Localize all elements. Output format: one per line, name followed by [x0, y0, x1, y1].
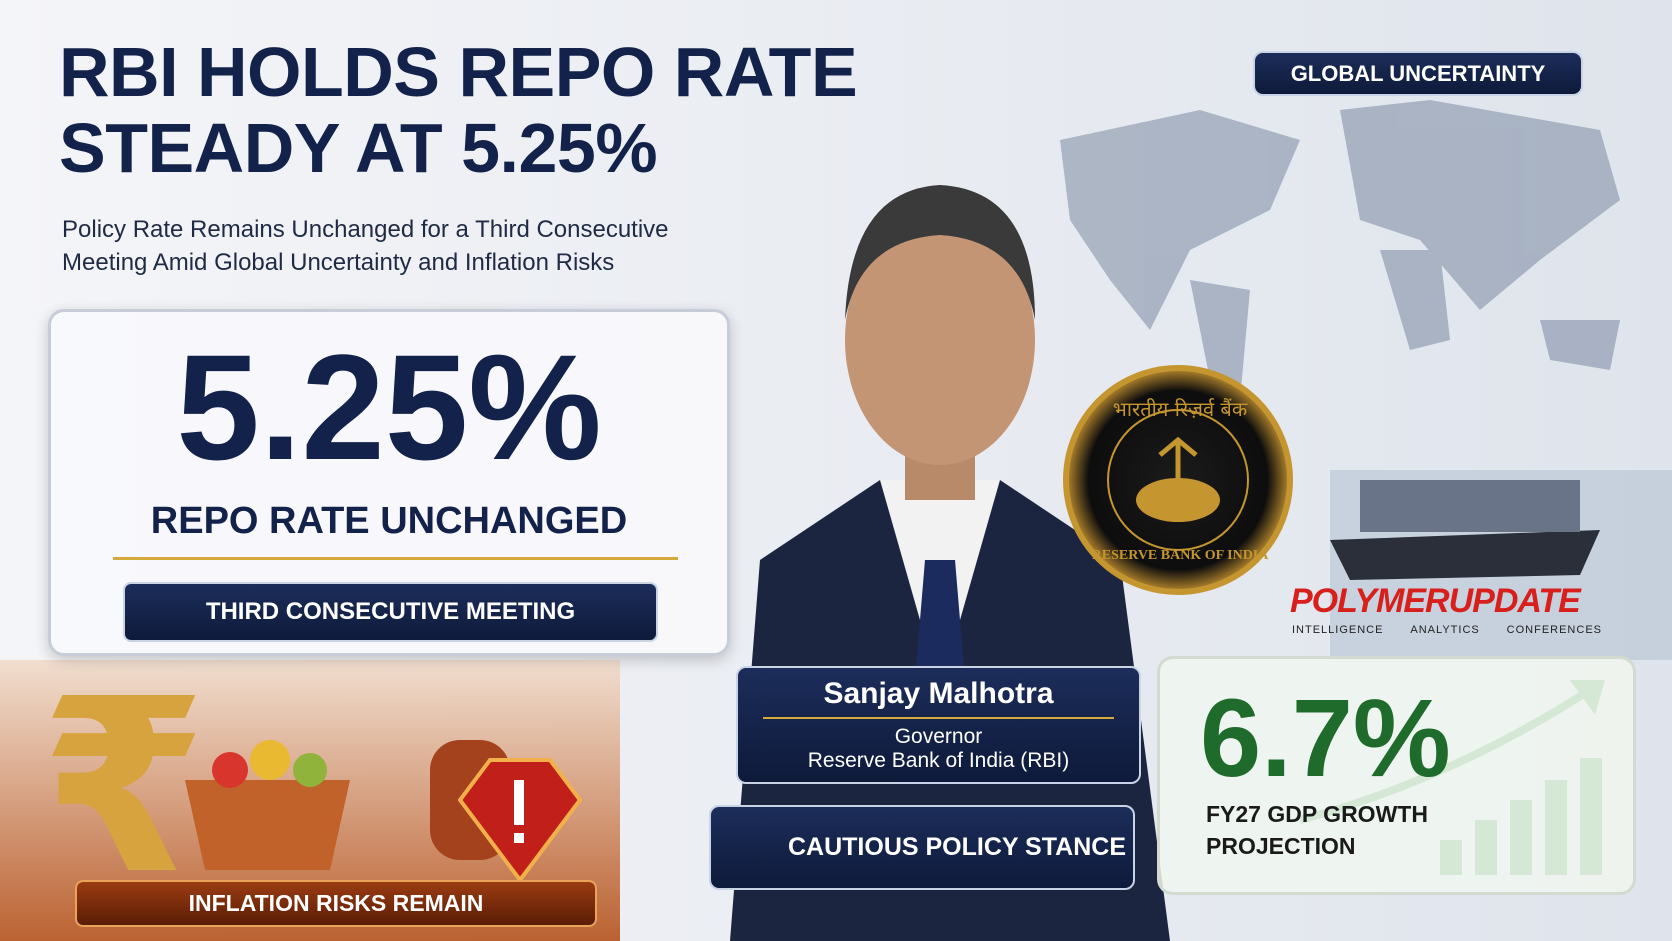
- brand-name: POLYMERUPDATE: [1290, 582, 1581, 620]
- person-org: Reserve Bank of India (RBI): [807, 749, 1070, 772]
- gdp-value: 6.7%: [1200, 677, 1451, 800]
- global-badge: GLOBAL UNCERTAINTY: [1253, 51, 1583, 96]
- rate-value: 5.25%: [176, 323, 602, 491]
- tagline-word: INTELLIGENCE: [1292, 624, 1384, 636]
- title-line: RBI HOLDS REPO RATE: [59, 33, 858, 111]
- gdp-caption: PROJECTION: [1206, 833, 1356, 859]
- person-role: Governor: [894, 725, 983, 748]
- rate-card: 5.25% REPO RATE UNCHANGED THIRD CONSECUT…: [48, 309, 730, 656]
- seal-english: RESERVE BANK OF INDIA: [1091, 548, 1269, 563]
- meeting-pill: THIRD CONSECUTIVE MEETING: [123, 582, 658, 642]
- world-map: [1060, 100, 1620, 400]
- person-card: Sanjay Malhotra Governor Reserve Bank of…: [736, 666, 1141, 784]
- gdp-caption: FY27 GDP GROWTH: [1206, 801, 1428, 827]
- brand-tagline: INTELLIGENCE ANALYTICS CONFERENCES: [1292, 624, 1602, 636]
- subtitle-line: Policy Rate Remains Unchanged for a Thir…: [62, 216, 669, 243]
- person-name: Sanjay Malhotra: [763, 677, 1114, 719]
- title-line: STEADY AT 5.25%: [59, 109, 658, 187]
- inflation-badge: INFLATION RISKS REMAIN: [75, 880, 597, 927]
- tagline-word: CONFERENCES: [1506, 624, 1602, 636]
- gold-rule: [113, 557, 678, 560]
- subtitle-line: Meeting Amid Global Uncertainty and Infl…: [62, 249, 615, 276]
- rate-caption: REPO RATE UNCHANGED: [150, 500, 628, 542]
- seal-hindi: भारतीय रिज़र्व बैंक: [1112, 397, 1248, 421]
- gdp-card: 6.7% FY27 GDP GROWTH PROJECTION: [1157, 656, 1636, 895]
- tagline-word: ANALYTICS: [1410, 624, 1480, 636]
- stance-card: CAUTIOUS POLICY STANCE: [709, 805, 1135, 890]
- person-head: [845, 215, 1035, 465]
